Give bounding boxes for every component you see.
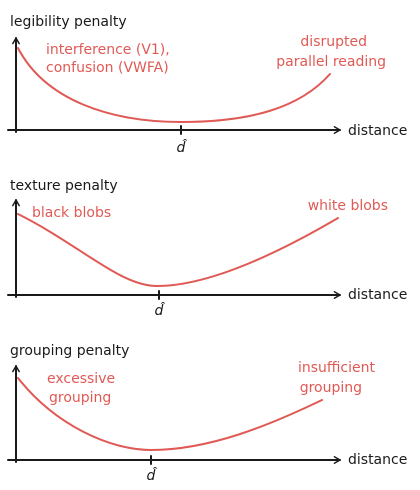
panel-texture: texture penalty distance d̂ black blobs … bbox=[7, 178, 407, 319]
annotation-right-line2: grouping bbox=[300, 380, 362, 396]
penalty-curve bbox=[17, 213, 339, 288]
annotation-left-line1: black blobs bbox=[32, 205, 111, 221]
y-axis-label: grouping penalty bbox=[10, 343, 129, 359]
annotation-left-line1: excessive bbox=[47, 371, 115, 387]
annotation-left-line1: interference (V1), bbox=[46, 42, 170, 58]
annotation-right-line2: parallel reading bbox=[276, 54, 386, 70]
x-axis-label: distance bbox=[348, 452, 407, 468]
y-axis-label: legibility penalty bbox=[10, 14, 127, 30]
penalty-curve bbox=[17, 377, 323, 452]
x-axis-label: distance bbox=[348, 287, 407, 303]
tick-label: d̂ bbox=[147, 467, 158, 484]
annotation-left-line2: grouping bbox=[49, 390, 111, 406]
penalty-curve bbox=[17, 47, 331, 124]
panel-grouping: grouping penalty distance d̂ excessive g… bbox=[7, 343, 407, 484]
annotation-right-line1: insufficient bbox=[298, 360, 376, 376]
y-axis-label: texture penalty bbox=[10, 178, 118, 194]
annotation-right-line1: white blobs bbox=[308, 198, 388, 214]
tick-label: d̂ bbox=[155, 302, 166, 319]
x-axis-label: distance bbox=[348, 123, 407, 139]
annotation-left-line2: confusion (VWFA) bbox=[46, 60, 169, 76]
tick-label: d̂ bbox=[177, 139, 188, 156]
panel-legibility: legibility penalty distance d̂ interfere… bbox=[7, 14, 407, 156]
annotation-right-line1: disrupted bbox=[300, 34, 367, 50]
